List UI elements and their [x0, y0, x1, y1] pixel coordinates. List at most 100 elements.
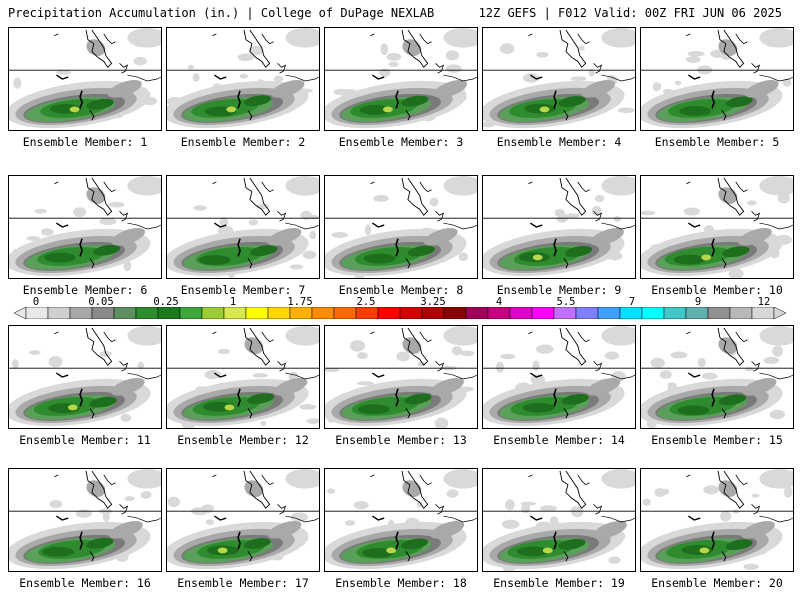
river-line [711, 238, 715, 257]
river-line [371, 74, 385, 80]
precip-area [732, 509, 740, 514]
precip-area [685, 56, 701, 64]
precip-area [679, 106, 711, 116]
precip-area [48, 355, 63, 368]
island [686, 181, 691, 185]
colorbar-swatch [553, 307, 577, 319]
precip-area [331, 231, 348, 239]
ensemble-member-label: Ensemble Member: 15 [651, 433, 783, 447]
precip-area [751, 493, 760, 498]
ensemble-map-panel [482, 325, 636, 429]
colorbar-swatch [399, 307, 423, 319]
precip-area [34, 208, 47, 214]
precip-area [386, 52, 402, 61]
precip-area [205, 519, 215, 526]
precip-area [460, 350, 475, 357]
river-line [213, 515, 227, 521]
precip-area [69, 106, 80, 113]
colorbar-swatch [509, 307, 533, 319]
colorbar-tick-label: 0.25 [153, 296, 179, 308]
precip-area [349, 340, 366, 352]
coastline [751, 211, 761, 222]
ensemble-member-label: Ensemble Member: 13 [335, 433, 467, 447]
precip-area [641, 210, 656, 216]
river-line [711, 90, 715, 109]
precip-area [363, 253, 396, 264]
coastline [401, 177, 429, 216]
precip-area [199, 255, 231, 265]
precip-map [325, 469, 477, 570]
river-line [237, 531, 241, 550]
precip-area [516, 546, 549, 557]
precip-area [218, 348, 230, 355]
colorbar-tick-label: 0 [32, 296, 40, 308]
river-line [79, 388, 83, 407]
coastline [261, 474, 274, 486]
precip-area [400, 538, 429, 550]
island [54, 181, 59, 185]
precip-area [270, 79, 305, 98]
coastline [577, 474, 590, 486]
colorbar-swatch [157, 307, 181, 319]
ensemble-map-panel [324, 27, 478, 131]
precip-area [617, 107, 635, 114]
precip-area [446, 489, 459, 498]
precip-area [725, 539, 753, 551]
precip-area [759, 28, 793, 48]
precip-area [285, 469, 319, 489]
ensemble-map-panel [166, 468, 320, 572]
precip-area [581, 79, 616, 98]
ensemble-map-panel [482, 468, 636, 572]
coastline [577, 181, 590, 193]
river-line [563, 258, 569, 269]
colorbar-swatch [531, 307, 555, 319]
precip-area [539, 106, 550, 113]
precip-area [558, 538, 586, 550]
precip-area [430, 377, 464, 396]
river-line [395, 238, 399, 257]
precip-area [267, 227, 302, 246]
colorbar-swatch [751, 307, 775, 319]
precip-map [9, 28, 161, 129]
precip-area [556, 215, 568, 223]
precip-area [137, 361, 145, 370]
precip-area [772, 345, 783, 357]
coastline [717, 177, 745, 216]
precip-area [109, 520, 143, 539]
precip-area [445, 50, 460, 61]
precip-area [500, 353, 516, 360]
island [528, 33, 533, 37]
precip-area [187, 64, 195, 70]
coastline [559, 470, 587, 509]
precip-area [333, 88, 351, 96]
precip-map [325, 176, 477, 278]
precip-area [133, 57, 148, 66]
island [528, 474, 533, 478]
coastline [751, 63, 761, 74]
river-line [687, 372, 701, 378]
precip-area [650, 357, 665, 369]
river-line [405, 258, 411, 269]
precip-area [590, 227, 624, 246]
precip-area [362, 547, 394, 558]
coastline [119, 361, 129, 372]
colorbar-swatch [355, 307, 379, 319]
precip-area [109, 201, 125, 208]
precip-map [483, 326, 635, 427]
precip-area [127, 176, 161, 196]
precip-area [357, 404, 390, 415]
river-line [687, 222, 701, 228]
coastline [735, 474, 748, 486]
island [528, 181, 533, 185]
ensemble-member-label: Ensemble Member: 19 [493, 576, 625, 590]
river-line [247, 258, 253, 269]
coastline [435, 211, 445, 222]
precip-area [540, 505, 558, 512]
precip-area [683, 207, 700, 216]
precip-area [674, 80, 682, 86]
precip-area [504, 499, 515, 511]
precip-area [536, 344, 554, 354]
precip-area [558, 96, 586, 107]
precip-area [99, 217, 117, 226]
precip-map [167, 28, 319, 129]
